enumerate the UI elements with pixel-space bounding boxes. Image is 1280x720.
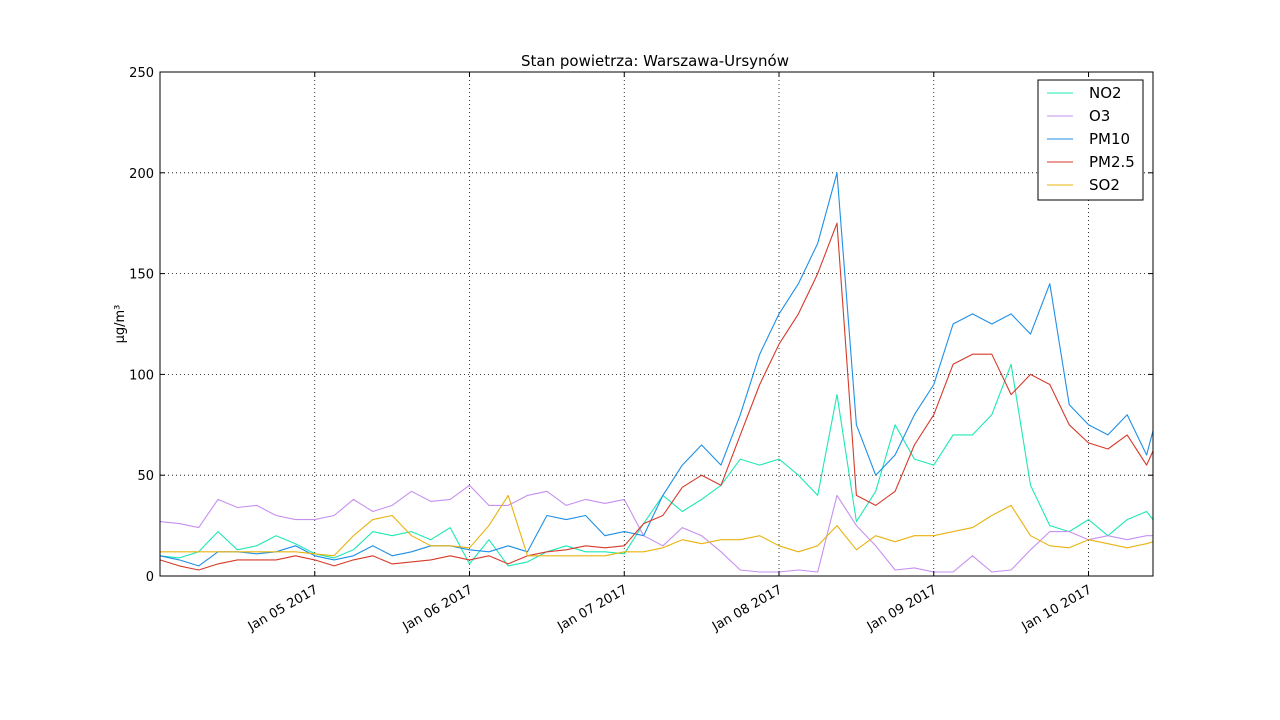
- x-tick-label: Jan 08 2017: [709, 582, 785, 634]
- grid-lines: [160, 72, 1153, 576]
- y-tick-label: 0: [146, 570, 154, 585]
- legend-label: SO2: [1089, 176, 1120, 194]
- x-tick-label: Jan 09 2017: [864, 582, 940, 634]
- legend: NO2 O3 PM10 PM2.5 SO2: [1037, 79, 1144, 201]
- chart-title: Stan powietrza: Warszawa-Ursynów: [521, 52, 789, 70]
- y-tick-label: 150: [129, 268, 154, 283]
- y-tick-label: 250: [129, 66, 154, 81]
- legend-label: O3: [1089, 107, 1110, 125]
- y-axis-ticks: 0 50 100 150 200 250: [129, 66, 1153, 585]
- plot-frame: [159, 71, 1154, 577]
- series-line-o3: [159, 484, 1153, 573]
- y-tick-label: 100: [129, 368, 154, 383]
- series-lines: [159, 172, 1154, 573]
- y-tick-label: 200: [129, 167, 154, 182]
- y-axis-label: µg/m³: [113, 305, 128, 344]
- x-tick-label: Jan 06 2017: [400, 582, 476, 634]
- legend-label: PM2.5: [1089, 153, 1135, 171]
- legend-label: PM10: [1089, 130, 1130, 148]
- series-line-pm10: [159, 172, 1154, 567]
- x-tick-label: Jan 05 2017: [245, 582, 321, 634]
- x-axis-ticks: Jan 05 2017 Jan 06 2017 Jan 07 2017 Jan 08 …: [245, 72, 1095, 635]
- series-line-so2: [160, 494, 1154, 557]
- legend-box: [1037, 79, 1144, 201]
- series-line-no2: [159, 363, 1154, 567]
- y-tick-label: 50: [137, 469, 154, 484]
- x-tick-label: Jan 07 2017: [554, 582, 630, 634]
- series-line-pm2-5: [159, 222, 1154, 571]
- legend-label: NO2: [1089, 84, 1122, 102]
- x-tick-label: Jan 10 2017: [1019, 582, 1095, 634]
